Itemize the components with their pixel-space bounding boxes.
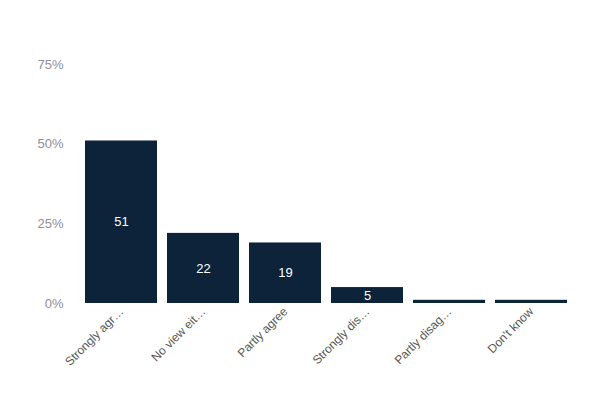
svg-text:Don't know: Don't know (485, 304, 537, 356)
svg-text:22: 22 (196, 261, 210, 276)
svg-text:51: 51 (114, 214, 128, 229)
svg-text:Strongly dis…: Strongly dis… (310, 304, 373, 367)
svg-text:No view eit…: No view eit… (148, 304, 208, 364)
svg-text:Strongly agr…: Strongly agr… (62, 304, 126, 368)
svg-text:0%: 0% (45, 296, 64, 311)
svg-text:25%: 25% (37, 216, 63, 231)
svg-text:50%: 50% (37, 136, 63, 151)
svg-text:75%: 75% (37, 57, 63, 72)
svg-text:Partly agree: Partly agree (235, 304, 291, 360)
svg-text:5: 5 (364, 288, 371, 303)
svg-text:19: 19 (278, 265, 292, 280)
svg-text:Partly disag…: Partly disag… (392, 304, 455, 367)
